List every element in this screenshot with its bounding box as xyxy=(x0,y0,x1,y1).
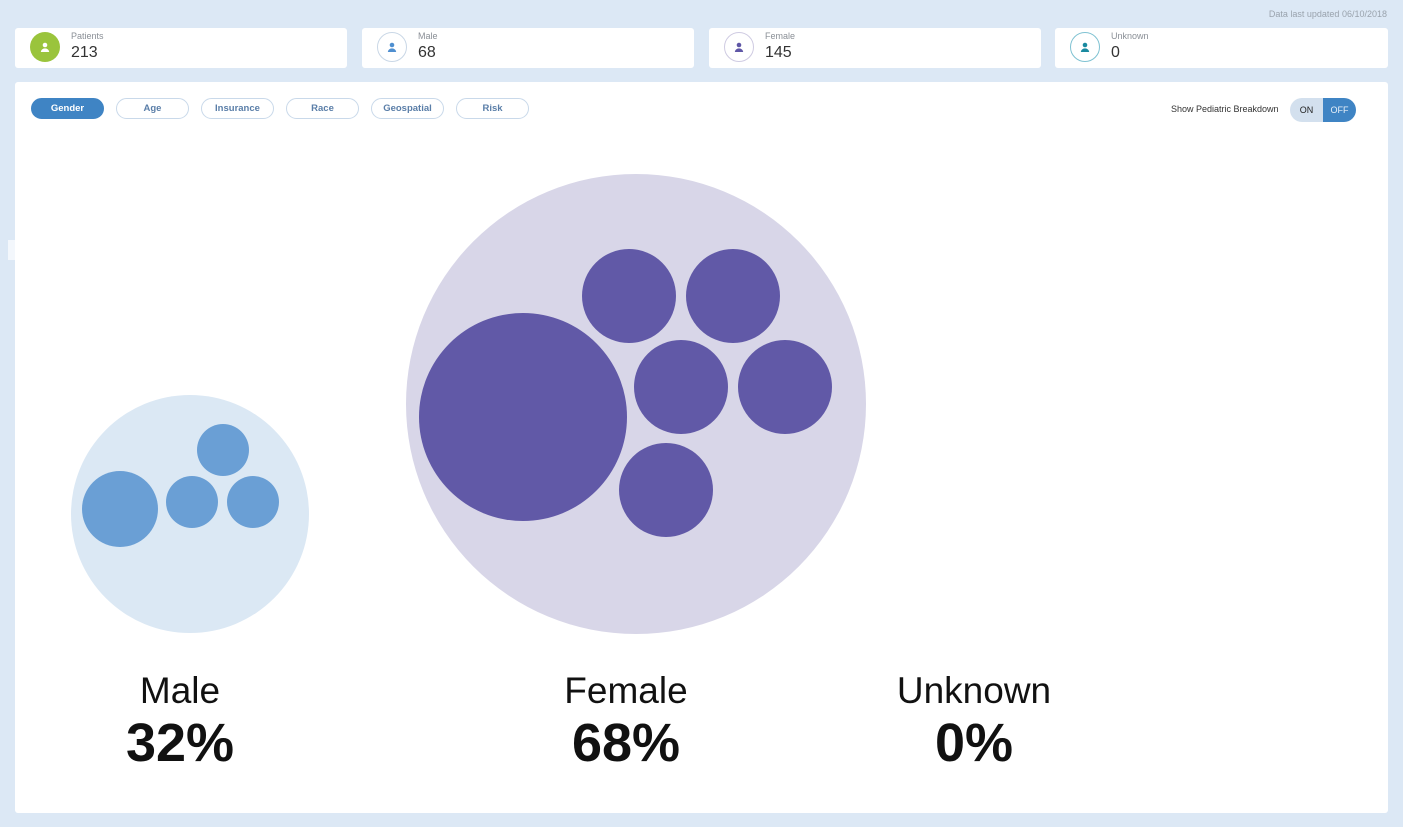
stat-label: Male xyxy=(418,31,438,41)
female-sub-bubble xyxy=(419,313,627,521)
stat-card-female: Female 145 xyxy=(709,28,1041,68)
stat-label: Female xyxy=(765,31,796,41)
group-label-female: Female xyxy=(564,670,688,711)
user-icon xyxy=(30,32,60,62)
user-icon xyxy=(724,32,754,62)
data-updated-label: Data last updated 06/10/2018 xyxy=(1268,9,1387,19)
stat-value: 68 xyxy=(418,44,436,61)
stat-value: 0 xyxy=(1111,44,1120,61)
group-label-male: Male xyxy=(139,670,221,711)
female-sub-bubble xyxy=(582,249,676,343)
tab-age[interactable]: Age xyxy=(116,98,189,119)
group-percent-female: 68% xyxy=(571,713,681,773)
male-sub-bubble xyxy=(227,476,279,528)
stat-card-male: Male 68 xyxy=(362,28,694,68)
user-icon xyxy=(377,32,407,62)
stat-card-patients: Patients 213 xyxy=(15,28,347,68)
tab-bar: Gender Age Insurance Race Geospatial Ris… xyxy=(31,98,541,119)
male-sub-bubble xyxy=(82,471,158,547)
user-icon xyxy=(1070,32,1100,62)
toggle-on-option[interactable]: ON xyxy=(1290,98,1323,122)
stat-value: 145 xyxy=(765,44,792,61)
tab-gender[interactable]: Gender xyxy=(31,98,104,119)
stat-label: Unknown xyxy=(1111,31,1149,41)
group-label-unknown: Unknown xyxy=(896,670,1052,711)
tab-geospatial[interactable]: Geospatial xyxy=(371,98,444,119)
group-percent-unknown: 0% xyxy=(934,713,1014,773)
tab-risk[interactable]: Risk xyxy=(456,98,529,119)
main-panel: Gender Age Insurance Race Geospatial Ris… xyxy=(15,82,1388,813)
pediatric-breakdown-label: Show Pediatric Breakdown xyxy=(1171,104,1279,114)
tab-race[interactable]: Race xyxy=(286,98,359,119)
group-percent-male: 32% xyxy=(125,713,235,773)
gender-bubble-chart xyxy=(71,174,866,634)
stat-card-unknown: Unknown 0 xyxy=(1055,28,1388,68)
tab-insurance[interactable]: Insurance xyxy=(201,98,274,119)
female-sub-bubble xyxy=(738,340,832,434)
female-sub-bubble xyxy=(634,340,728,434)
toggle-off-option[interactable]: OFF xyxy=(1323,98,1356,122)
female-sub-bubble xyxy=(686,249,780,343)
female-sub-bubble xyxy=(619,443,713,537)
stat-label: Patients xyxy=(71,31,104,41)
stat-value: 213 xyxy=(71,44,98,61)
pediatric-breakdown-toggle[interactable]: ON OFF xyxy=(1290,98,1356,122)
male-sub-bubble xyxy=(166,476,218,528)
male-sub-bubble xyxy=(197,424,249,476)
